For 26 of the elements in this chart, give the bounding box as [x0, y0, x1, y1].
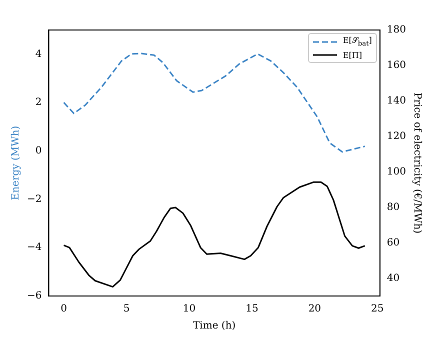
x-tick-label: 0	[60, 304, 67, 315]
y2-tick-label: 100	[386, 166, 406, 178]
y2-tick-label: 60	[386, 237, 400, 248]
line-series	[63, 52, 366, 153]
y2-tick-label: 160	[386, 60, 406, 72]
y-tick-label: 2	[35, 97, 42, 108]
y-tick-label: −2	[26, 194, 42, 205]
y2-tick-label: 80	[386, 202, 400, 213]
y2-tick-label: 40	[386, 272, 400, 284]
x-tick-label: 15	[246, 304, 258, 315]
x-tick-label: 25	[371, 304, 384, 315]
y2-tick-label: 120	[386, 130, 406, 142]
y-tick-label: −4	[26, 242, 42, 254]
x-axis-title: Time (h)	[192, 320, 236, 332]
legend-label: E[Π]	[342, 50, 362, 61]
y-tick-label: 4	[35, 48, 42, 60]
y2-axis-title: Price of electricity (€/MWh)	[411, 92, 422, 234]
x-tick-label: 10	[182, 304, 196, 315]
x-tick-label: 5	[123, 304, 130, 315]
legend-label: E[𝒮$_{bat}$]	[342, 35, 372, 50]
y-tick-label: 0	[35, 146, 42, 157]
y2-tick-label: 180	[386, 24, 406, 36]
x-tick-label: 20	[308, 304, 322, 315]
y-axis-title: Energy (MWh)	[10, 126, 22, 200]
y-tick-label: −6	[26, 290, 42, 302]
y2-tick-label: 140	[386, 96, 406, 107]
